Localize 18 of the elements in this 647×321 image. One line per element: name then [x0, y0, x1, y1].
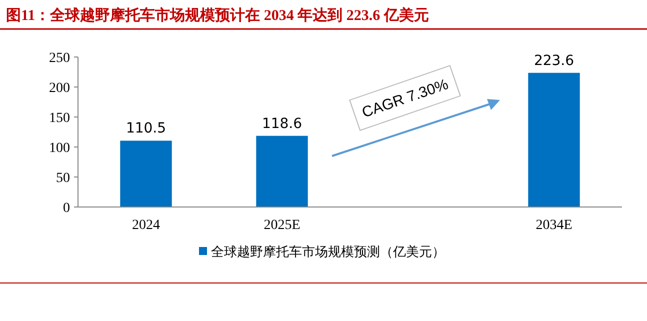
- y-tick-label: 250: [49, 50, 70, 66]
- x-tick-label: 2024: [132, 218, 160, 233]
- bar: [256, 136, 308, 207]
- annotation: CAGR 7.30%: [360, 76, 451, 122]
- y-tick-label: 100: [49, 140, 70, 156]
- y-tick-label: 0: [63, 200, 70, 216]
- x-tick-label: 2034E: [536, 218, 572, 233]
- y-tick-label: 200: [49, 80, 70, 96]
- chart-title: 图11：全球越野摩托车市场规模预计在 2034 年达到 223.6 亿美元: [6, 6, 429, 24]
- data-label: 110.5: [126, 120, 166, 137]
- bar: [120, 140, 172, 207]
- y-tick-label: 150: [49, 110, 70, 126]
- data-label: 118.6: [262, 116, 302, 132]
- y-tick-label: 50: [56, 170, 70, 186]
- x-tick-label: 2025E: [264, 218, 300, 233]
- legend-label: 全球越野摩托车市场规模预测（亿美元）: [211, 244, 445, 260]
- data-label: 223.6: [534, 52, 574, 69]
- bar: [528, 72, 580, 207]
